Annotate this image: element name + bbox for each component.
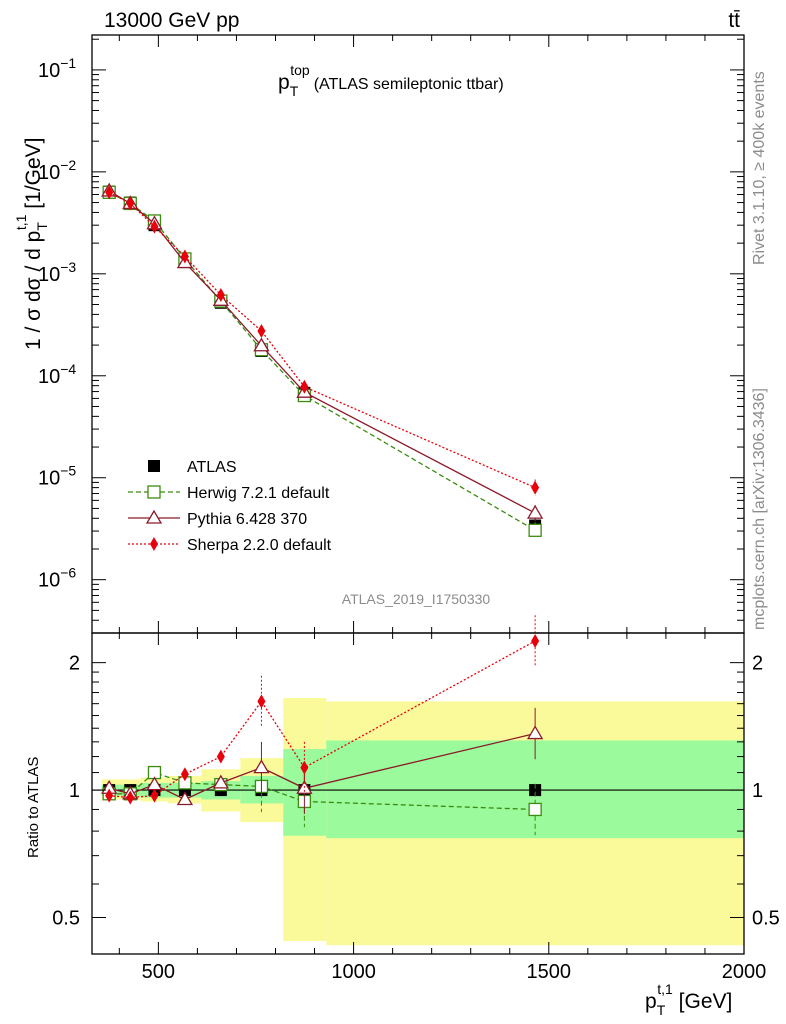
analysis-id: ATLAS_2019_I1750330 [342, 591, 491, 607]
data-point [253, 759, 270, 774]
ratio-axes: 2 2 1 1 0.5 0.5 500 1000 1500 2000 [52, 632, 780, 983]
legend-label: ATLAS [187, 459, 237, 476]
y-tick-label: 10−1 [38, 55, 76, 82]
y-axis-label: 1 / σ dσ / d pTt,1 [1/GeV] [13, 137, 50, 350]
chart-title: pTtop(ATLAS semileptonic ttbar) [278, 62, 504, 99]
data-point [216, 749, 225, 764]
series-line [109, 732, 536, 801]
mcplots-label: mcplots.cern.ch [arXiv:1306.3436] [751, 388, 768, 630]
ratio-tick-label-right: 2 [752, 653, 763, 675]
ratio-series-layer [101, 615, 544, 836]
title-rest: (ATLAS semileptonic ttbar) [314, 76, 504, 93]
x-tick-label: 1000 [331, 961, 376, 983]
series-pythia [101, 182, 544, 522]
y-tick-label: 10−5 [38, 463, 76, 490]
legend-label: Pythia 6.428 370 [187, 511, 307, 528]
data-point [526, 725, 544, 740]
legend-marker [147, 485, 161, 499]
title-main: p [278, 71, 290, 94]
data-point [105, 788, 114, 803]
legend-marker [150, 537, 158, 551]
legend: ATLAS Herwig 7.2.1 default Pythia 6.428 37… [128, 459, 332, 554]
data-point [528, 523, 542, 537]
process-label: tt̄ [728, 9, 740, 32]
main-panel [92, 35, 744, 633]
y-tick-label: 10−4 [38, 361, 76, 388]
x-tick-label: 1500 [527, 961, 572, 983]
data-point [212, 774, 229, 789]
data-point [176, 791, 194, 806]
data-point [180, 767, 189, 782]
data-point [300, 379, 309, 394]
data-point [180, 249, 189, 264]
ratio-tick-label-right: 1 [752, 780, 763, 802]
data-point [126, 196, 135, 211]
title-sub: T [290, 83, 299, 99]
rivet-version-label: Rivet 3.1.10, ≥ 400k events [751, 71, 768, 265]
data-point [150, 788, 159, 803]
legend-item: Pythia 6.428 370 [128, 509, 307, 528]
y-tick-label: 10−3 [38, 259, 76, 286]
data-point [528, 802, 542, 817]
legend-marker [148, 460, 160, 472]
ratio-tick-label-left: 1 [69, 780, 80, 802]
ratio-tick-label-right: 0.5 [752, 908, 780, 930]
legend-item: Sherpa 2.2.0 default [128, 537, 332, 554]
ratio-tick-label-left: 0.5 [52, 908, 80, 930]
main-series-layer [101, 182, 544, 539]
x-axis-label: pTt,1 [GeV] [645, 981, 732, 1018]
legend-item: Herwig 7.2.1 default [128, 485, 330, 502]
title-sup: top [290, 62, 310, 78]
data-point [526, 504, 544, 519]
data-point [257, 323, 266, 338]
data-point [531, 633, 540, 648]
ratio-axis-label: Ratio to ATLAS [25, 757, 42, 858]
legend-item: ATLAS [148, 459, 237, 476]
data-point [150, 219, 159, 234]
x-tick-label: 500 [142, 961, 175, 983]
data-point [300, 760, 309, 775]
data-point [257, 694, 266, 709]
data-point [105, 185, 114, 200]
panel-frame [91, 632, 745, 955]
series-sherpa [105, 185, 540, 496]
ratio-tick-label-left: 2 [69, 653, 80, 675]
energy-label: 13000 GeV pp [104, 9, 239, 32]
y-tick-label: 10−2 [38, 157, 76, 184]
data-point [216, 287, 225, 302]
y-tick-label: 10−6 [38, 565, 76, 592]
series-sherpa [105, 615, 540, 805]
series-line [108, 191, 536, 489]
legend-label: Herwig 7.2.1 default [187, 485, 330, 502]
data-point [529, 784, 542, 797]
ratio-uncertainty-bands [92, 698, 744, 946]
x-tick-label: 2000 [722, 961, 767, 983]
series-line [109, 640, 536, 799]
legend-label: Sherpa 2.2.0 default [187, 537, 332, 554]
data-point [253, 337, 270, 352]
data-point [531, 480, 540, 495]
data-point [126, 790, 135, 805]
legend-marker [145, 509, 163, 524]
